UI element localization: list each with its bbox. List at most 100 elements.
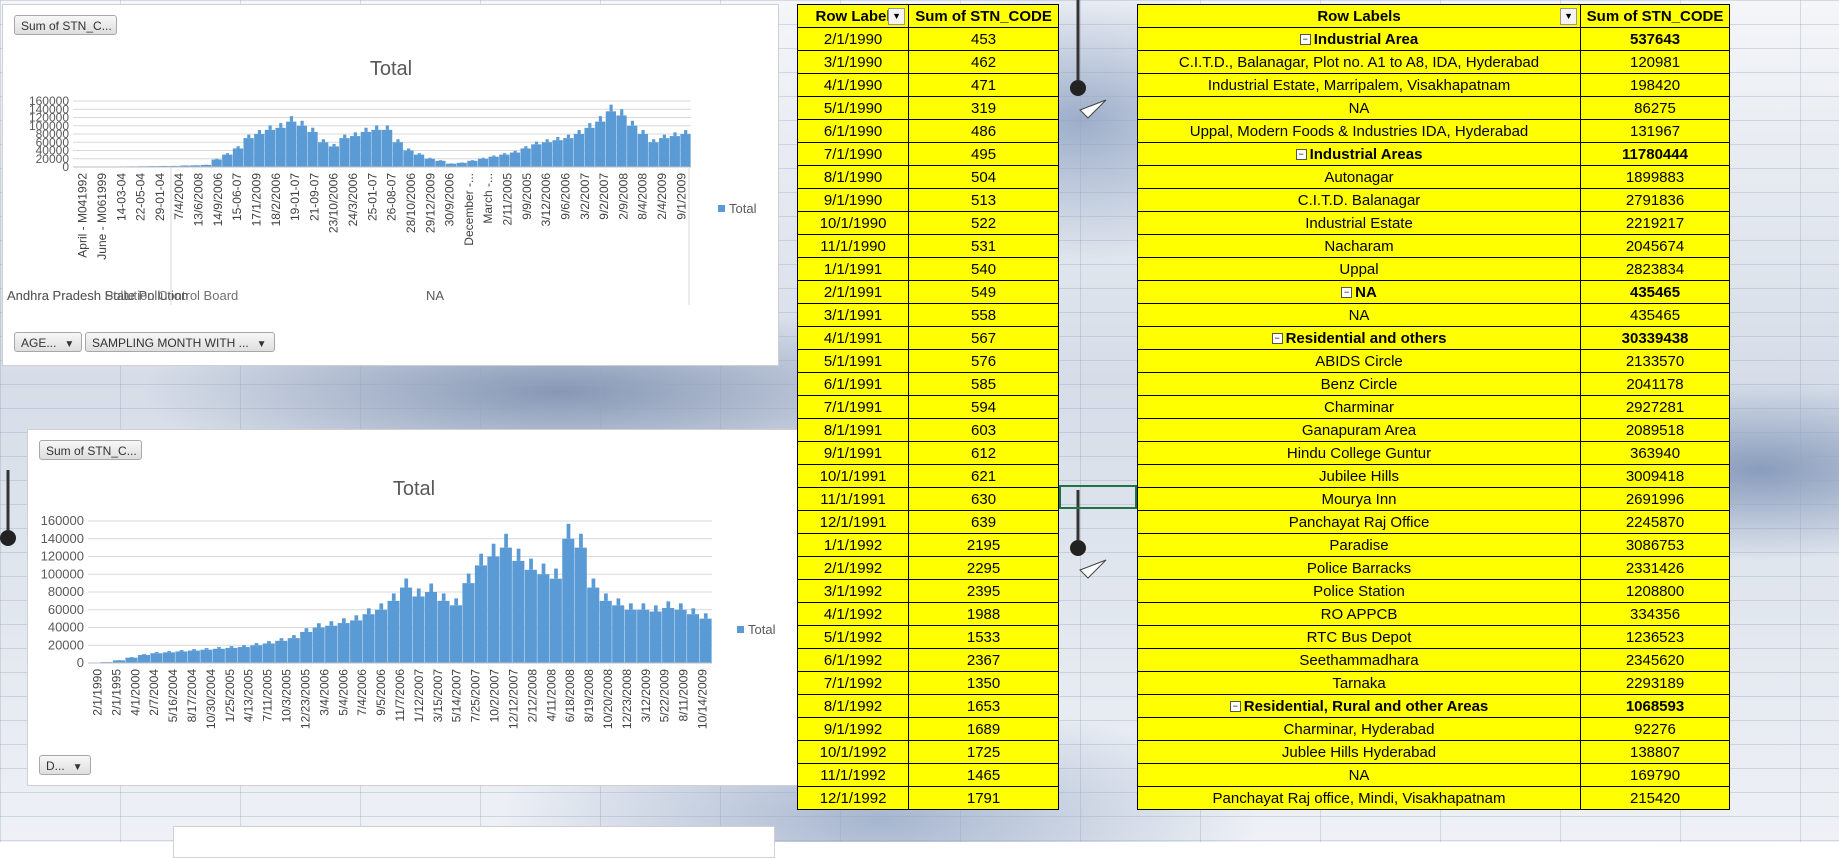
row-label-cell[interactable]: 2/1/1990	[798, 28, 909, 51]
sum-cell[interactable]: 471	[909, 74, 1059, 97]
sum-cell[interactable]: 2089518	[1581, 419, 1730, 442]
collapse-icon[interactable]: −	[1300, 34, 1311, 45]
row-label-cell[interactable]: 5/1/1992	[798, 626, 909, 649]
sum-cell[interactable]: 639	[909, 511, 1059, 534]
table-row[interactable]: Panchayat Raj office, Mindi, Visakhapatn…	[1138, 787, 1730, 810]
row-label-cell[interactable]: 3/1/1992	[798, 580, 909, 603]
collapse-icon[interactable]: −	[1296, 149, 1307, 160]
sum-cell[interactable]: 92276	[1581, 718, 1730, 741]
sum-cell[interactable]: 319	[909, 97, 1059, 120]
sum-cell[interactable]: 1236523	[1581, 626, 1730, 649]
sum-cell[interactable]: 2245870	[1581, 511, 1730, 534]
row-label-cell[interactable]: 9/1/1990	[798, 189, 909, 212]
row-label-cell[interactable]: Tarnaka	[1138, 672, 1581, 695]
row-label-cell[interactable]: 2/1/1991	[798, 281, 909, 304]
row-label-cell[interactable]: C.I.T.D. Balanagar	[1138, 189, 1581, 212]
sum-cell[interactable]: 1899883	[1581, 166, 1730, 189]
sum-cell[interactable]: 558	[909, 304, 1059, 327]
sum-cell[interactable]: 522	[909, 212, 1059, 235]
row-label-cell[interactable]: 6/1/1991	[798, 373, 909, 396]
sum-header[interactable]: Sum of STN_CODE	[909, 5, 1059, 28]
sum-cell[interactable]: 585	[909, 373, 1059, 396]
row-label-cell[interactable]: 7/1/1991	[798, 396, 909, 419]
sum-cell[interactable]: 1988	[909, 603, 1059, 626]
collapse-icon[interactable]: −	[1272, 333, 1283, 344]
sum-cell[interactable]: 486	[909, 120, 1059, 143]
filter-dropdown-icon[interactable]: ▼	[1560, 8, 1577, 25]
row-label-cell[interactable]: −Residential, Rural and other Areas	[1138, 695, 1581, 718]
sum-cell[interactable]: 3086753	[1581, 534, 1730, 557]
row-label-header[interactable]: Row Label▼	[798, 5, 909, 28]
filter-dropdown-icon[interactable]: ▼	[888, 8, 905, 25]
row-label-cell[interactable]: 4/1/1991	[798, 327, 909, 350]
sum-cell[interactable]: 540	[909, 258, 1059, 281]
row-label-cell[interactable]: 6/1/1990	[798, 120, 909, 143]
active-cell-selection[interactable]	[1059, 485, 1137, 509]
row-label-cell[interactable]: Nacharam	[1138, 235, 1581, 258]
row-label-cell[interactable]: Jublee Hills Hyderabad	[1138, 741, 1581, 764]
row-label-cell[interactable]: 3/1/1990	[798, 51, 909, 74]
row-label-cell[interactable]: 10/1/1992	[798, 741, 909, 764]
collapse-icon[interactable]: −	[1341, 287, 1352, 298]
sum-cell[interactable]: 1068593	[1581, 695, 1730, 718]
row-label-cell[interactable]: Industrial Estate, Marripalem, Visakhapa…	[1138, 74, 1581, 97]
row-label-cell[interactable]: Seethammadhara	[1138, 649, 1581, 672]
row-label-cell[interactable]: 9/1/1991	[798, 442, 909, 465]
row-label-cell[interactable]: Paradise	[1138, 534, 1581, 557]
row-label-cell[interactable]: 7/1/1992	[798, 672, 909, 695]
row-label-cell[interactable]: 2/1/1992	[798, 557, 909, 580]
row-label-cell[interactable]: Uppal, Modern Foods & Industries IDA, Hy…	[1138, 120, 1581, 143]
sum-cell[interactable]: 1689	[909, 718, 1059, 741]
pivot-chart-3[interactable]	[173, 826, 775, 858]
row-label-cell[interactable]: 12/1/1992	[798, 787, 909, 810]
row-label-cell[interactable]: 3/1/1991	[798, 304, 909, 327]
row-label-cell[interactable]: Charminar, Hyderabad	[1138, 718, 1581, 741]
row-label-cell[interactable]: 7/1/1990	[798, 143, 909, 166]
sum-cell[interactable]: 131967	[1581, 120, 1730, 143]
sum-cell[interactable]: 30339438	[1581, 327, 1730, 350]
sum-cell[interactable]: 621	[909, 465, 1059, 488]
sum-cell[interactable]: 1208800	[1581, 580, 1730, 603]
row-label-cell[interactable]: 11/1/1992	[798, 764, 909, 787]
row-label-cell[interactable]: −NA	[1138, 281, 1581, 304]
sum-cell[interactable]: 86275	[1581, 97, 1730, 120]
sum-cell[interactable]: 537643	[1581, 28, 1730, 51]
row-label-cell[interactable]: −Industrial Areas	[1138, 143, 1581, 166]
row-label-cell[interactable]: 8/1/1991	[798, 419, 909, 442]
sum-cell[interactable]: 612	[909, 442, 1059, 465]
row-label-cell[interactable]: 4/1/1990	[798, 74, 909, 97]
row-label-cell[interactable]: 6/1/1992	[798, 649, 909, 672]
